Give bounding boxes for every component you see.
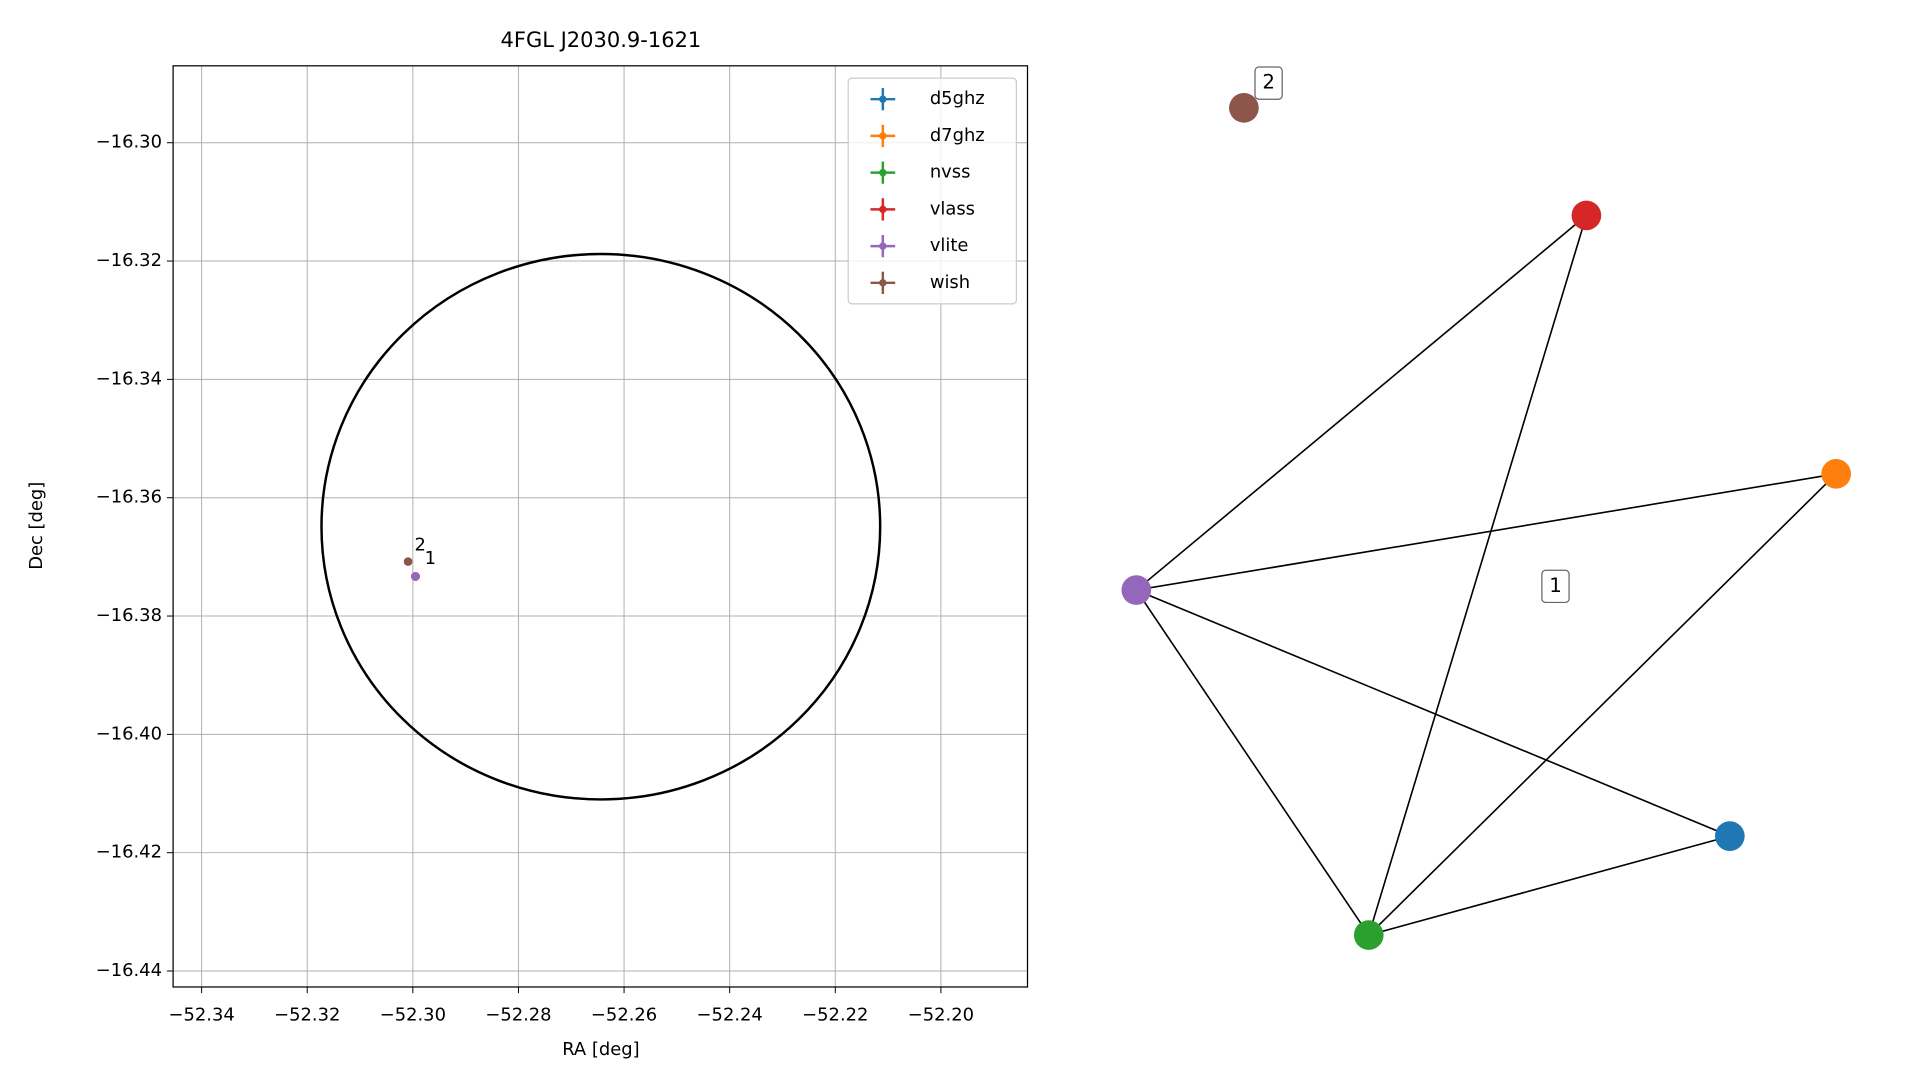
axes-frame: [172, 65, 1029, 988]
chart-title: 4FGL J2030.9-1621: [501, 27, 702, 52]
legend-label: d7ghz: [930, 125, 985, 146]
error-region: [320, 252, 882, 801]
x-tick-label: −52.26: [591, 1004, 657, 1025]
graph-edge: [1135, 214, 1587, 591]
y-tick-label: −16.38: [96, 605, 162, 626]
legend-label: nvss: [930, 162, 971, 183]
legend-label: vlite: [930, 235, 969, 256]
graph-edge: [1368, 215, 1588, 936]
y-tick-label: −16.44: [96, 960, 162, 981]
group-label-box: [1254, 66, 1283, 100]
graph-edge: [1368, 473, 1837, 936]
graph-edge: [1136, 589, 1731, 837]
x-tick-label: −52.34: [168, 1004, 234, 1025]
legend-label: wish: [930, 272, 970, 293]
point-label: 2: [415, 535, 426, 556]
x-tick-label: −52.32: [274, 1004, 340, 1025]
point-label: 1: [425, 548, 436, 569]
y-tick-label: −16.40: [96, 723, 162, 744]
y-tick-label: −16.42: [96, 842, 162, 863]
legend-marker: [879, 279, 887, 287]
graph-node: [1121, 575, 1152, 605]
graph-node: [1571, 200, 1602, 231]
graph-edge: [1135, 589, 1370, 936]
x-tick-label: −52.22: [802, 1004, 868, 1025]
legend-label: vlass: [930, 198, 975, 219]
x-tick-label: −52.28: [485, 1004, 551, 1025]
graph-node: [1229, 93, 1259, 123]
legend-marker: [879, 132, 887, 140]
x-tick-label: −52.20: [908, 1004, 974, 1025]
legend-marker: [879, 168, 887, 177]
group-label-box: [1541, 569, 1570, 604]
legend-marker: [879, 95, 887, 103]
y-tick-label: −16.32: [96, 250, 162, 271]
y-axis-label: Dec [deg]: [26, 482, 47, 570]
data-point: [411, 572, 420, 581]
x-tick-label: −52.30: [380, 1004, 446, 1025]
y-tick-label: −16.36: [96, 487, 162, 508]
group-label: 1: [1549, 574, 1562, 597]
legend-marker: [879, 242, 887, 250]
group-label: 2: [1262, 71, 1275, 94]
y-tick-label: −16.34: [96, 368, 162, 389]
legend-box: [847, 77, 1017, 305]
data-point: [403, 557, 413, 566]
graph-node: [1821, 459, 1851, 489]
graph-node: [1714, 821, 1745, 851]
legend-marker: [879, 205, 887, 214]
x-tick-label: −52.24: [697, 1004, 763, 1025]
graph-edge: [1136, 473, 1837, 591]
x-axis-label: RA [deg]: [562, 1039, 639, 1060]
graph-node: [1353, 920, 1384, 950]
legend-label: d5ghz: [930, 88, 985, 109]
graph-edge: [1368, 835, 1731, 936]
y-tick-label: −16.30: [96, 132, 162, 153]
